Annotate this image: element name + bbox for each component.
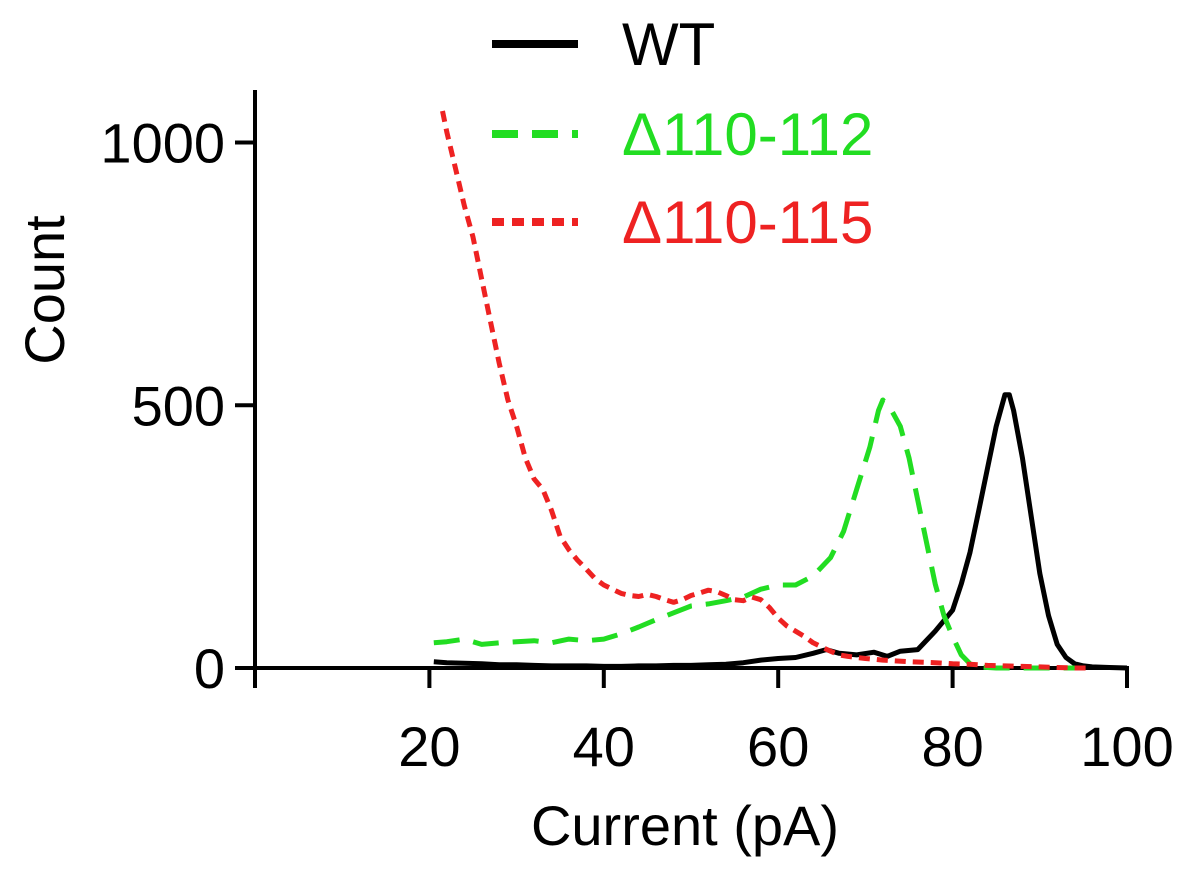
series-line-0 [433, 392, 1128, 671]
x-tick-label: 80 [921, 715, 983, 778]
y-axis-label: Count [13, 215, 76, 365]
x-axis-label: Current (pA) [531, 794, 839, 857]
legend-label: WT [622, 11, 715, 78]
y-tick-label: 1000 [100, 112, 225, 175]
x-tick-label: 40 [573, 715, 635, 778]
x-tick-label: 60 [747, 715, 809, 778]
series-layer [433, 110, 1128, 671]
y-tick-label: 0 [194, 637, 225, 700]
x-tick-label: 20 [398, 715, 460, 778]
legend-label: Δ110-112 [622, 101, 873, 168]
legend-label: Δ110-115 [622, 189, 873, 256]
y-tick-label: 500 [132, 374, 225, 437]
x-tick-label: 100 [1080, 715, 1173, 778]
legend: WT Δ110-112 Δ110-115 [492, 11, 873, 256]
series-line-1 [433, 397, 1084, 671]
